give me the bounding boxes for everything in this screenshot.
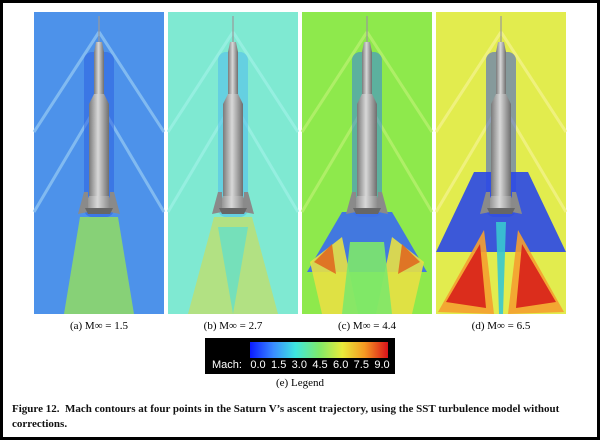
legend-tick: 7.5 — [354, 359, 369, 371]
colorbar — [250, 342, 388, 358]
shock-lines — [434, 31, 568, 213]
panels: (a) M∞ = 1.5 (b) M∞ = 2.7 (c) M∞ = 4.4 (d) … — [32, 12, 568, 332]
caption-label: Figure 12. — [12, 403, 60, 415]
panel-caption: (b) M∞ = 2.7 — [204, 320, 263, 332]
panel-caption: (a) M∞ = 1.5 — [70, 320, 129, 332]
legend-tick: 9.0 — [374, 359, 389, 371]
plume — [314, 244, 336, 274]
plume — [516, 244, 556, 308]
legend-tick: 6.0 — [333, 359, 348, 371]
plume — [446, 244, 486, 308]
plume — [218, 227, 248, 314]
panel — [32, 12, 166, 314]
panel — [434, 12, 568, 314]
legend-tick: 1.5 — [271, 359, 286, 371]
shock-lines — [32, 31, 166, 213]
shock-lines — [166, 31, 300, 213]
panel — [300, 12, 434, 314]
legend-label: Mach: — [212, 359, 242, 371]
plume — [398, 244, 420, 274]
plume — [496, 222, 506, 314]
plume — [342, 242, 392, 314]
caption-text: Mach contours at four points in the Satu… — [12, 403, 560, 430]
legend-caption: (e) Legend — [276, 377, 324, 389]
plume — [64, 217, 134, 314]
legend-tick: 3.0 — [292, 359, 307, 371]
shock-lines — [300, 31, 434, 213]
panel — [166, 12, 300, 314]
legend-ticks: 0.0 1.5 3.0 4.5 6.0 7.5 9.0 — [250, 359, 389, 371]
figure-caption: Figure 12. Mach contours at four points … — [12, 402, 592, 432]
panel-caption: (c) M∞ = 4.4 — [338, 320, 397, 332]
panel-caption: (d) M∞ = 6.5 — [472, 320, 531, 332]
legend-tick: 0.0 — [250, 359, 265, 371]
legend-tick: 4.5 — [312, 359, 327, 371]
